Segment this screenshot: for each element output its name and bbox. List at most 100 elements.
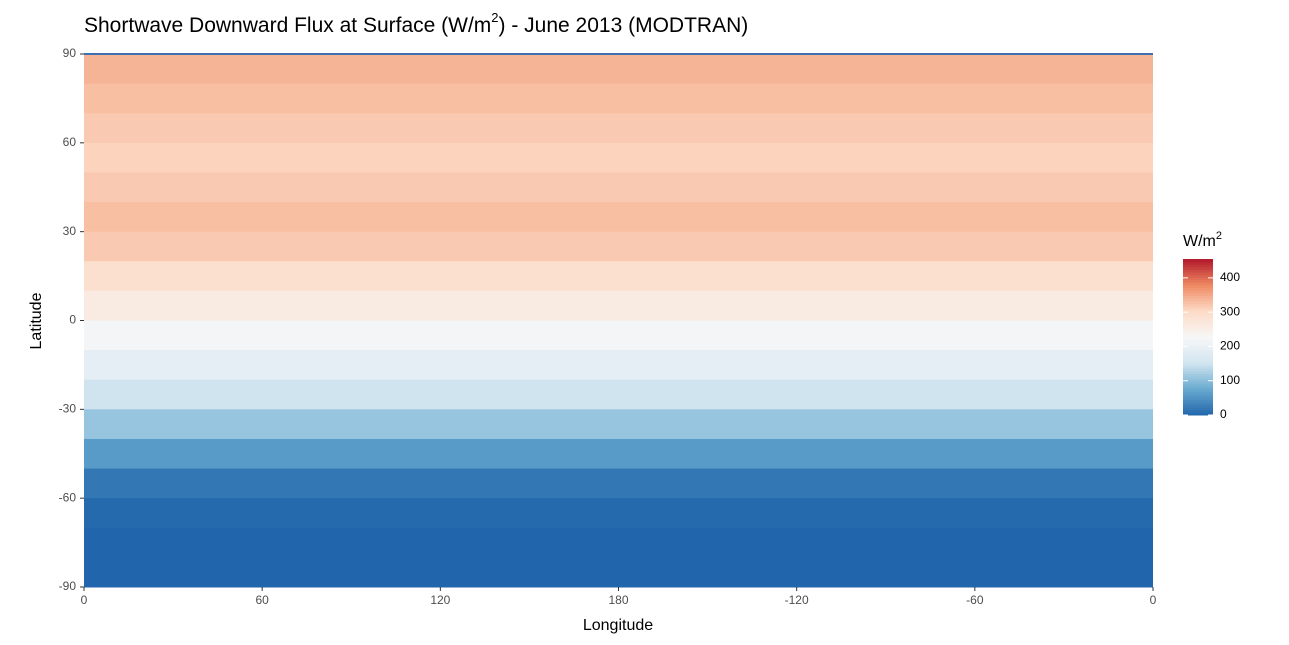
flux-band — [84, 261, 1153, 292]
x-tick-label: 0 — [1150, 593, 1157, 607]
colorbar-segment — [1183, 329, 1213, 333]
flux-band — [84, 379, 1153, 410]
colorbar-segment — [1183, 355, 1213, 359]
colorbar-tick-label: 0 — [1220, 407, 1227, 421]
colorbar-segment — [1183, 318, 1213, 322]
colorbar-segment — [1183, 308, 1213, 312]
flux-band — [84, 113, 1153, 144]
colorbar-segment — [1183, 370, 1213, 374]
flux-band — [84, 409, 1153, 440]
colorbar-segment — [1183, 373, 1213, 377]
x-tick-label: -120 — [785, 593, 809, 607]
colorbar-segment — [1183, 305, 1213, 309]
y-axis-title: Latitude — [28, 292, 45, 349]
colorbar-segment — [1183, 412, 1213, 416]
chart-title: Shortwave Downward Flux at Surface (W/m2… — [84, 10, 748, 37]
colorbar-segment — [1183, 402, 1213, 406]
colorbar-tick-label: 400 — [1220, 270, 1240, 284]
colorbar-segment — [1183, 285, 1213, 289]
legend-title-text: W/m — [1183, 233, 1216, 250]
colorbar-segment — [1183, 300, 1213, 304]
y-tick-label: -30 — [59, 402, 77, 416]
x-tick-label: 60 — [255, 593, 269, 607]
colorbar-segment — [1183, 407, 1213, 411]
colorbar-segment — [1183, 277, 1213, 281]
colorbar-segment — [1183, 347, 1213, 351]
colorbar-segment — [1183, 259, 1213, 263]
colorbar-segment — [1183, 311, 1213, 315]
flux-band — [84, 231, 1153, 262]
colorbar-segment — [1183, 344, 1213, 348]
colorbar-segment — [1183, 409, 1213, 413]
colorbar-segment — [1183, 363, 1213, 367]
colorbar-segment — [1183, 272, 1213, 276]
flux-band — [84, 438, 1153, 470]
colorbar-segment — [1183, 389, 1213, 393]
flux-band — [84, 557, 1153, 588]
y-tick-label: 60 — [63, 135, 77, 149]
y-tick-label: 0 — [69, 313, 76, 327]
colorbar-segment — [1183, 357, 1213, 361]
colorbar-tick-label: 300 — [1220, 304, 1240, 318]
colorbar-segment — [1183, 279, 1213, 283]
colorbar-tick-label: 100 — [1220, 373, 1240, 387]
colorbar-segment — [1183, 266, 1213, 270]
colorbar-segment — [1183, 394, 1213, 398]
flux-band — [84, 83, 1153, 114]
colorbar-segment — [1183, 282, 1213, 286]
colorbar-segment — [1183, 376, 1213, 380]
flux-band — [84, 172, 1153, 203]
colorbar-segment — [1183, 339, 1213, 343]
flux-band — [84, 290, 1153, 321]
colorbar-segment — [1183, 378, 1213, 382]
flux-band — [84, 468, 1153, 499]
colorbar-segment — [1183, 383, 1213, 387]
colorbar-segment — [1183, 324, 1213, 328]
colorbar-segment — [1183, 290, 1213, 294]
colorbar-segment — [1183, 261, 1213, 265]
colorbar-segment — [1183, 269, 1213, 273]
colorbar-segment — [1183, 321, 1213, 325]
colorbar-segment — [1183, 334, 1213, 338]
colorbar-segment — [1183, 365, 1213, 369]
flux-band — [84, 350, 1153, 381]
flux-band — [84, 498, 1153, 529]
flux-band — [84, 320, 1153, 351]
colorbar-segment — [1183, 396, 1213, 400]
title-text: ) - June 2013 (MODTRAN) — [499, 14, 749, 37]
colorbar-segment — [1183, 391, 1213, 395]
flux-band — [84, 142, 1153, 173]
y-tick-label: 90 — [63, 46, 77, 60]
colorbar-segment — [1183, 303, 1213, 307]
colorbar-segment — [1183, 274, 1213, 278]
colorbar-segment — [1183, 326, 1213, 330]
title-text: Shortwave Downward Flux at Surface (W/m — [84, 14, 491, 37]
x-tick-label: 180 — [608, 593, 628, 607]
legend-title-superscript: 2 — [1216, 230, 1222, 242]
colorbar-segment — [1183, 331, 1213, 335]
colorbar-segment — [1183, 287, 1213, 291]
y-tick-label: -60 — [59, 490, 77, 504]
y-tick-label: 30 — [63, 224, 77, 238]
colorbar-segment — [1183, 295, 1213, 299]
colorbar-segment — [1183, 399, 1213, 403]
colorbar-segment — [1183, 386, 1213, 390]
x-tick-label: -60 — [966, 593, 984, 607]
colorbar-segment — [1183, 264, 1213, 268]
legend-title: W/m2 — [1183, 230, 1222, 250]
x-tick-label: 0 — [81, 593, 88, 607]
colorbar-segment — [1183, 404, 1213, 408]
colorbar-segment — [1183, 350, 1213, 354]
flux-band — [84, 527, 1153, 558]
x-axis-title: Longitude — [583, 617, 653, 634]
flux-band — [84, 202, 1153, 233]
y-tick-label: -90 — [59, 579, 77, 593]
colorbar-segment — [1183, 316, 1213, 320]
colorbar-segment — [1183, 381, 1213, 385]
title-superscript: 2 — [491, 10, 498, 25]
colorbar-tick-label: 200 — [1220, 339, 1240, 353]
colorbar-segment — [1183, 292, 1213, 296]
colorbar-segment — [1183, 298, 1213, 302]
colorbar-segment — [1183, 342, 1213, 346]
